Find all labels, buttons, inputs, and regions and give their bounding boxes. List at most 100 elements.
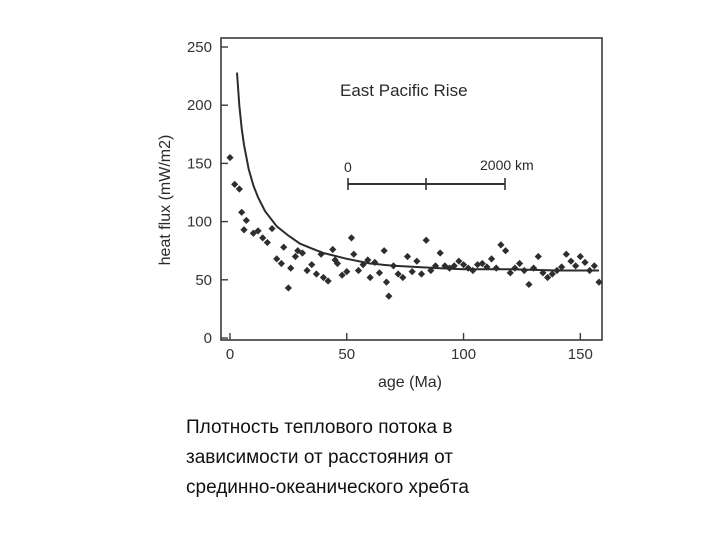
- data-point: [238, 208, 246, 216]
- data-point: [331, 256, 339, 264]
- caption-line: зависимости от расстояния от: [186, 447, 453, 468]
- data-point: [595, 278, 603, 286]
- x-tick-label: 50: [338, 346, 355, 363]
- data-point: [562, 250, 570, 258]
- data-point: [450, 262, 458, 270]
- data-point: [338, 271, 346, 279]
- caption-line: Плотность теплового потока в: [186, 417, 453, 438]
- data-point: [473, 261, 482, 269]
- data-point: [455, 257, 463, 265]
- data-point: [366, 273, 374, 282]
- caption-line: срединно-океанического хребта: [186, 477, 469, 498]
- data-point: [303, 266, 311, 275]
- scale-bar: 0 2000 km: [344, 157, 534, 190]
- x-axis-title: age (Ma): [378, 374, 442, 391]
- slide-caption: Плотность теплового потока в зависимости…: [186, 413, 606, 503]
- data-point: [572, 262, 580, 270]
- data-point: [417, 270, 426, 278]
- data-point: [469, 266, 477, 275]
- data-point: [354, 266, 363, 275]
- data-point: [413, 257, 421, 265]
- data-point: [287, 264, 295, 272]
- chart-title: East Pacific Rise: [340, 81, 468, 100]
- x-tick-label: 150: [568, 346, 593, 363]
- data-point: [422, 236, 430, 244]
- data-point: [312, 270, 321, 278]
- y-tick-label: 200: [187, 97, 212, 114]
- cooling-model-curve: [236, 72, 599, 272]
- data-point: [590, 262, 598, 270]
- plot-frame: [220, 37, 603, 341]
- data-point: [254, 227, 262, 235]
- scale-bar-end-label: 2000 km: [480, 157, 534, 173]
- data-points: [226, 153, 603, 300]
- data-point: [382, 278, 391, 286]
- y-tick-label: 150: [187, 155, 212, 172]
- data-point: [291, 252, 299, 261]
- data-point: [487, 255, 496, 263]
- y-axis-title: heat flux (mW/m2): [157, 135, 174, 266]
- data-point: [403, 252, 412, 261]
- data-point: [511, 264, 519, 272]
- data-point: [515, 259, 524, 268]
- x-tick-label: 100: [451, 346, 476, 363]
- data-point: [539, 269, 547, 277]
- data-point: [478, 259, 486, 268]
- data-point: [399, 273, 407, 282]
- y-tick-label: 100: [187, 214, 212, 231]
- data-point: [329, 245, 337, 254]
- data-point: [558, 263, 566, 271]
- heat-flux-chart: 0 50 100 150 0 50 100 150 200 250 age (Ma) heat …: [157, 37, 603, 391]
- data-point: [259, 234, 267, 242]
- data-point: [375, 269, 384, 277]
- data-point: [284, 284, 292, 292]
- data-point: [459, 261, 468, 269]
- data-point: [576, 252, 584, 261]
- data-point: [308, 261, 316, 269]
- data-point: [436, 249, 444, 257]
- data-point: [380, 247, 388, 255]
- data-point: [324, 277, 332, 285]
- data-point: [277, 259, 285, 268]
- x-axis: 0 50 100 150: [226, 333, 593, 363]
- data-point: [492, 264, 500, 272]
- data-point: [581, 258, 589, 266]
- data-point: [268, 224, 276, 233]
- data-point: [343, 268, 351, 276]
- data-point: [347, 234, 356, 242]
- x-tick-label: 0: [226, 346, 234, 363]
- data-point: [240, 226, 248, 234]
- data-point: [534, 252, 542, 261]
- data-point: [385, 292, 393, 300]
- data-point: [371, 258, 379, 266]
- data-point: [497, 241, 505, 249]
- y-tick-label: 0: [204, 330, 212, 347]
- data-point: [501, 247, 510, 255]
- data-point: [350, 250, 358, 258]
- data-point: [359, 261, 367, 269]
- data-point: [226, 153, 234, 162]
- y-tick-label: 50: [195, 272, 212, 289]
- y-tick-label: 250: [187, 39, 212, 56]
- data-point: [333, 259, 342, 268]
- data-point: [464, 264, 472, 272]
- data-point: [408, 268, 416, 276]
- data-point: [263, 238, 271, 247]
- data-point: [506, 269, 514, 277]
- y-axis: 0 50 100 150 200 250: [187, 39, 228, 347]
- data-point: [280, 243, 288, 251]
- data-point: [548, 270, 556, 278]
- data-point: [567, 257, 575, 265]
- data-point: [544, 273, 552, 282]
- scale-bar-start-label: 0: [344, 159, 352, 175]
- data-point: [242, 216, 250, 225]
- data-point: [427, 266, 435, 275]
- data-point: [319, 273, 328, 282]
- data-point: [273, 255, 281, 263]
- data-point: [525, 280, 533, 289]
- data-point: [530, 264, 538, 272]
- data-point: [441, 262, 449, 270]
- data-point: [394, 270, 402, 278]
- data-point: [235, 185, 243, 193]
- data-point: [298, 249, 306, 257]
